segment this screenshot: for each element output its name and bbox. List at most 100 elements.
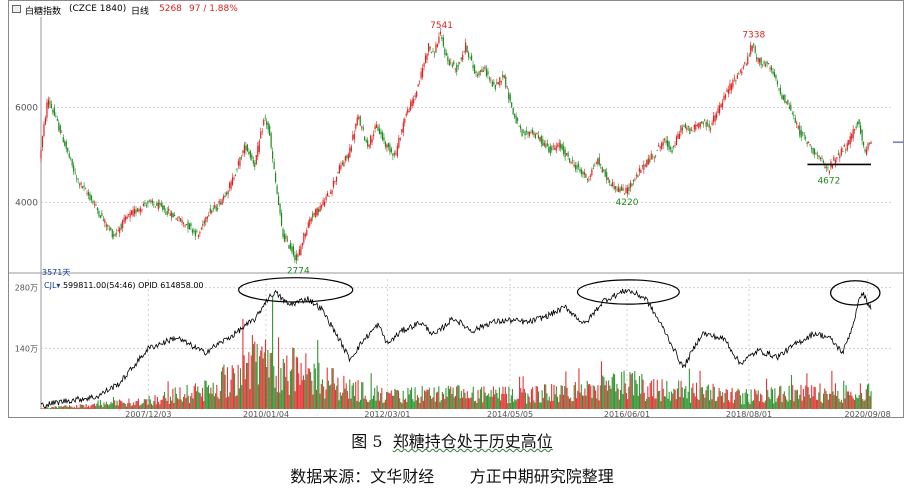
volume-bar xyxy=(370,373,372,409)
volume-bar xyxy=(720,395,722,409)
candle-body xyxy=(407,109,409,113)
volume-bar xyxy=(424,390,426,409)
volume-bar xyxy=(104,404,106,409)
volume-bar xyxy=(602,375,604,409)
candle-body xyxy=(147,200,149,204)
candle-body xyxy=(661,143,663,149)
volume-bar xyxy=(375,400,377,409)
volume-bar xyxy=(429,395,432,409)
candle-body xyxy=(386,144,388,148)
volume-bar xyxy=(840,399,842,409)
volume-bar xyxy=(438,386,440,409)
candle-body xyxy=(264,117,266,119)
volume-bar xyxy=(74,408,77,409)
volume-bar xyxy=(83,405,85,409)
candle-body xyxy=(56,119,58,121)
candle-body xyxy=(338,165,341,174)
candle-body xyxy=(81,185,84,188)
volume-bar xyxy=(699,370,701,409)
volume-bar xyxy=(191,392,193,409)
volume-bar xyxy=(70,406,72,409)
volume-bar xyxy=(194,383,196,409)
candle-body xyxy=(729,83,731,91)
candle-body xyxy=(113,234,115,237)
candle-body xyxy=(616,189,618,191)
volume-bar xyxy=(625,392,627,409)
volume-bar xyxy=(755,390,757,409)
volume-bar xyxy=(187,395,189,409)
volume-bar xyxy=(780,385,782,409)
candle-body xyxy=(681,127,684,131)
volume-bar xyxy=(489,396,491,409)
volume-bar xyxy=(295,356,297,409)
volume-bar xyxy=(276,392,278,409)
candle-body xyxy=(349,147,351,158)
volume-bar xyxy=(463,389,465,409)
volume-bar xyxy=(136,400,138,409)
volume-bar xyxy=(520,388,522,409)
candle-body xyxy=(855,126,857,129)
volume-bar xyxy=(573,385,575,409)
candle-body xyxy=(591,169,593,176)
candle-body xyxy=(423,63,425,67)
candle-body xyxy=(133,208,136,215)
candle-body xyxy=(356,117,358,126)
candle-body xyxy=(488,78,491,80)
candle-body xyxy=(860,125,862,134)
volume-bar xyxy=(273,366,275,409)
candle-body xyxy=(318,209,320,213)
candle-body xyxy=(568,158,571,163)
volume-bar xyxy=(555,386,557,409)
candle-body xyxy=(775,74,777,79)
volume-bar xyxy=(604,385,606,409)
candle-body xyxy=(223,196,225,200)
period-label[interactable]: 日线 xyxy=(131,7,150,17)
candle-body xyxy=(574,164,577,170)
candle-body xyxy=(172,213,174,218)
candle-body xyxy=(87,191,90,196)
candle-body xyxy=(769,68,771,69)
candle-body xyxy=(548,147,550,153)
volume-bar xyxy=(750,389,752,409)
volume-bar xyxy=(439,402,441,409)
volume-bar xyxy=(140,404,142,409)
volume-bar xyxy=(90,405,92,409)
candle-body xyxy=(404,118,406,123)
volume-bar xyxy=(64,405,66,409)
volume-bar xyxy=(814,387,816,409)
candle-body xyxy=(380,131,382,135)
candle-body xyxy=(350,146,352,152)
volume-bar xyxy=(585,395,587,409)
candle-body xyxy=(426,53,428,60)
volume-bar xyxy=(491,396,493,409)
volume-bar xyxy=(92,404,94,409)
candle-body xyxy=(517,118,519,121)
candle-body xyxy=(806,141,808,144)
candle-body xyxy=(695,124,697,130)
volume-bar xyxy=(173,402,175,409)
candle-body xyxy=(453,61,455,65)
price-extreme-label: 2774 xyxy=(287,267,310,277)
candle-body xyxy=(619,188,621,192)
candle-body xyxy=(384,142,387,147)
candle-body xyxy=(482,70,485,72)
candle-body xyxy=(675,136,678,146)
chart-annotations: 7541 7338 2774 4220 4672 xyxy=(237,21,903,306)
volume-bar xyxy=(462,397,464,409)
candle-body xyxy=(813,149,816,155)
candle-body xyxy=(714,115,716,122)
candle-body xyxy=(313,212,315,215)
volume-bar xyxy=(248,352,250,409)
candle-body xyxy=(47,99,50,108)
volume-bar xyxy=(358,401,360,409)
volume-bar xyxy=(285,376,287,409)
volume-bar xyxy=(726,389,728,409)
volume-bar xyxy=(105,401,107,409)
volume-bar xyxy=(237,364,239,409)
volume-bar xyxy=(654,398,656,409)
window-menu-icon[interactable] xyxy=(12,5,21,13)
volume-bar xyxy=(59,406,61,409)
volume-bar xyxy=(637,395,639,409)
candle-body xyxy=(508,92,510,100)
candle-body xyxy=(554,148,556,150)
